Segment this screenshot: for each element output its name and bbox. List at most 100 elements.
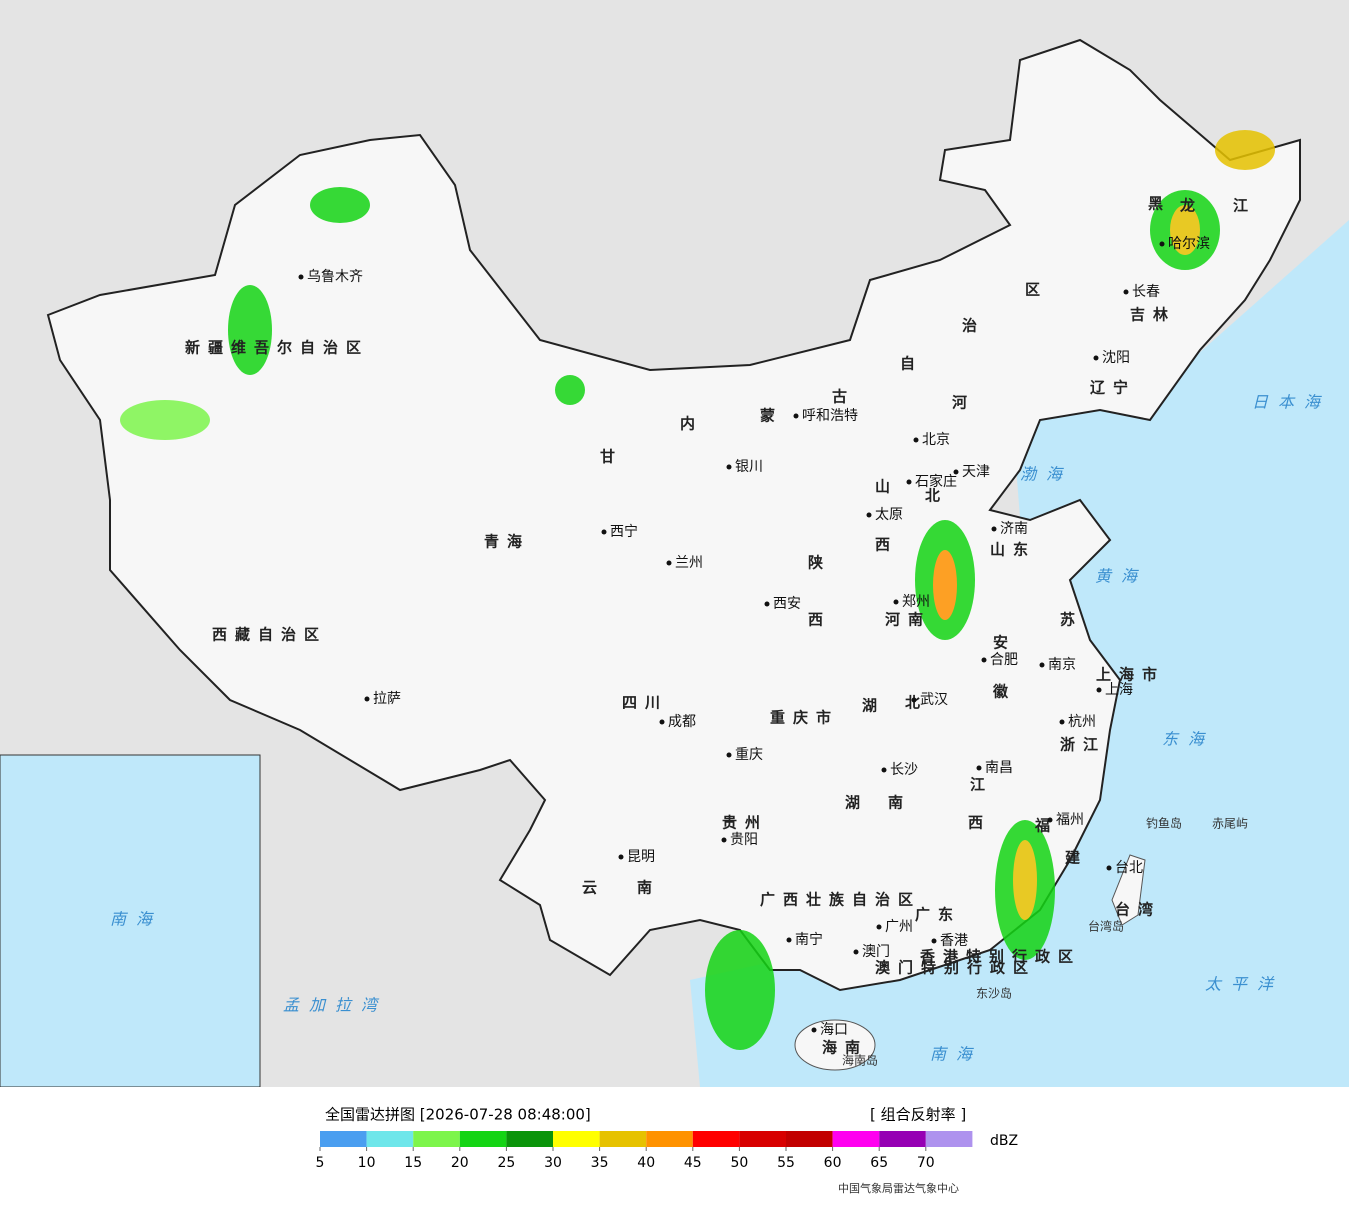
city-label: 昆明 [627,849,655,865]
sea-label: 东海 [1162,730,1214,749]
title: 全国雷达拼图 [2026-07-28 08:48:00] [325,1106,591,1124]
city-label: 郑州 [902,594,930,610]
region-label: 江 [1233,197,1256,215]
region-label: 山 [875,478,898,496]
region-label: 南 [637,879,660,897]
region-label: 西 [875,536,898,554]
city-marker [764,601,770,607]
legend-swatch [646,1131,693,1147]
city-label: 天津 [962,464,990,480]
city-label: 沈阳 [1102,350,1130,366]
city-marker [1059,719,1065,725]
sea-label: 南海 [930,1045,982,1064]
legend-swatch [413,1131,460,1147]
city-label: 兰州 [675,555,703,571]
legend-swatch [832,1131,880,1147]
region-label: 龙 [1179,197,1203,215]
island-label: 台湾岛 [1088,919,1124,934]
city-marker [1123,289,1129,295]
region-label: 安 [993,634,1016,652]
region-label: 广东 [915,906,961,924]
region-label: 澳门特别行政区 [875,959,1036,977]
city-label: 济南 [1000,521,1028,537]
city-label: 银川 [735,459,763,475]
city-label: 杭州 [1068,714,1096,730]
city-marker [666,560,672,566]
legend-tick-label: 15 [404,1155,422,1171]
legend-swatch [320,1131,367,1147]
city-label: 拉萨 [373,691,401,707]
city-label: 贵阳 [730,832,758,848]
china-outline [46,38,1301,992]
city-marker [1159,241,1165,247]
city-marker [364,696,370,702]
region-label: 区 [1025,281,1048,299]
sea [690,220,1349,1087]
city-marker [721,837,727,843]
region-label: 治 [962,317,985,335]
legend-panel [0,1087,1349,1208]
region-label: 北 [905,694,928,712]
region-label: 黑 [1148,195,1171,213]
region-label: 南 [888,794,911,812]
city-marker [1106,865,1112,871]
city-label: 长沙 [890,762,918,778]
city-label: 南京 [1048,657,1076,673]
city-label: 香港 [940,933,968,949]
legend-swatch [739,1131,786,1147]
region-label: 青海 [484,533,530,551]
region-label: 辽宁 [1090,379,1136,397]
city-marker [893,599,899,605]
legend-tick-label: 45 [684,1155,702,1171]
region-label: 海南 [822,1039,868,1057]
region-label: 江 [970,776,993,794]
credit: 中国气象局雷达气象中心 [838,1181,959,1195]
product: [ 组合反射率 ] [870,1106,966,1124]
city-label: 成都 [668,714,696,730]
city-marker [866,512,872,518]
legend-tick-label: 25 [497,1155,515,1171]
city-marker [618,854,624,860]
city-marker [1096,687,1102,693]
city-marker [931,938,937,944]
legend-swatch [599,1131,647,1147]
city-marker [793,413,799,419]
region-label: 自 [900,355,923,373]
city-label: 澳门 [862,944,890,960]
region-label: 广西壮族自治区 [760,891,921,909]
legend-swatch [459,1131,507,1147]
city-label: 呼和浩特 [802,408,858,424]
city-marker [1039,662,1045,668]
city-marker [981,657,987,663]
region-label: 蒙 [760,407,783,425]
city-marker [881,767,887,773]
inset-map [0,754,261,1088]
radar-echo [120,130,1275,1050]
legend-swatch [879,1131,926,1147]
legend-swatch [786,1131,833,1147]
city-marker [853,949,859,955]
legend-tick-label: 20 [451,1155,469,1171]
region-label: 山东 [990,541,1036,559]
city-marker [298,274,304,280]
region-label: 甘 [600,448,623,466]
city-label: 西安 [773,596,801,612]
city-marker [726,752,732,758]
legend-tick-label: 5 [316,1155,325,1171]
city-label: 合肥 [990,652,1018,668]
sea-label: 孟加拉湾 [283,996,387,1015]
region-label: 湖 [862,697,885,715]
city-label: 南昌 [985,760,1013,776]
city-marker [876,924,882,930]
legend-tick-label: 60 [824,1155,842,1171]
region-label: 河 [952,394,975,412]
city-label: 海口 [820,1022,848,1038]
sea-label: 太平洋 [1205,975,1283,994]
unit: dBZ [990,1133,1018,1149]
region-label: 云 [582,879,605,897]
region-label: 西 [968,814,991,832]
city-marker [1047,817,1053,823]
city-marker [811,1027,817,1033]
city-marker [991,526,997,532]
